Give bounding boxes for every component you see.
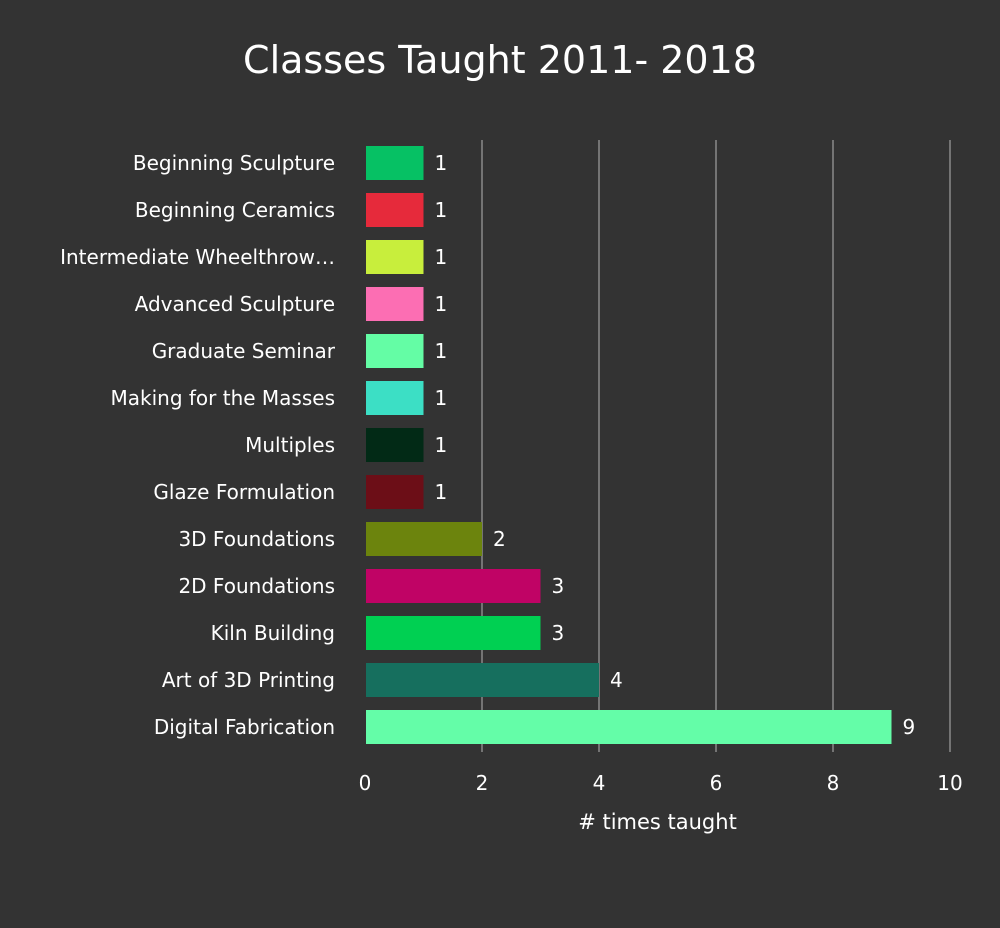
bar: [366, 663, 599, 697]
value-label: 1: [435, 433, 448, 457]
bar: [366, 193, 424, 227]
bar-layer: [366, 146, 892, 744]
chart-title: Classes Taught 2011- 2018: [243, 38, 757, 82]
bar: [366, 240, 424, 274]
bar: [366, 334, 424, 368]
category-label: Multiples: [245, 433, 335, 457]
category-label: Graduate Seminar: [152, 339, 336, 363]
bar: [366, 475, 424, 509]
tick-layer: 0 2 4 6 8 10: [359, 771, 963, 795]
x-tick-label: 6: [710, 771, 723, 795]
x-tick-label: 4: [593, 771, 606, 795]
x-tick-label: 0: [359, 771, 372, 795]
category-label: Advanced Sculpture: [135, 292, 335, 316]
x-axis-title: # times taught: [578, 810, 737, 834]
value-label: 1: [435, 386, 448, 410]
value-label: 4: [610, 668, 623, 692]
grid-layer: [481, 140, 951, 752]
bar: [366, 146, 424, 180]
value-label: 1: [435, 151, 448, 175]
category-label: Beginning Ceramics: [135, 198, 335, 222]
bar: [366, 522, 482, 556]
value-label: 2: [493, 527, 506, 551]
bar: [366, 569, 541, 603]
value-label: 9: [903, 715, 916, 739]
value-label: 1: [435, 292, 448, 316]
bar: [366, 428, 424, 462]
category-label: Glaze Formulation: [153, 480, 335, 504]
bar: [366, 381, 424, 415]
bar: [366, 287, 424, 321]
category-label: 3D Foundations: [178, 527, 335, 551]
x-tick-label: 10: [937, 771, 962, 795]
value-label: 1: [435, 339, 448, 363]
value-label: 1: [435, 480, 448, 504]
value-label: 3: [552, 574, 565, 598]
bar: [366, 616, 541, 650]
value-label: 1: [435, 198, 448, 222]
category-label: Kiln Building: [211, 621, 335, 645]
category-label: Art of 3D Printing: [162, 668, 335, 692]
category-label: Beginning Sculpture: [133, 151, 335, 175]
category-label: 2D Foundations: [178, 574, 335, 598]
x-tick-label: 8: [827, 771, 840, 795]
category-label: Digital Fabrication: [154, 715, 335, 739]
value-label: 1: [435, 245, 448, 269]
value-label: 3: [552, 621, 565, 645]
label-layer: Beginning Sculpture 1 Beginning Ceramics 1 I…: [60, 151, 915, 739]
category-label: Intermediate Wheelthrow…: [60, 245, 335, 269]
bar: [366, 710, 892, 744]
x-tick-label: 2: [476, 771, 489, 795]
category-label: Making for the Masses: [111, 386, 336, 410]
